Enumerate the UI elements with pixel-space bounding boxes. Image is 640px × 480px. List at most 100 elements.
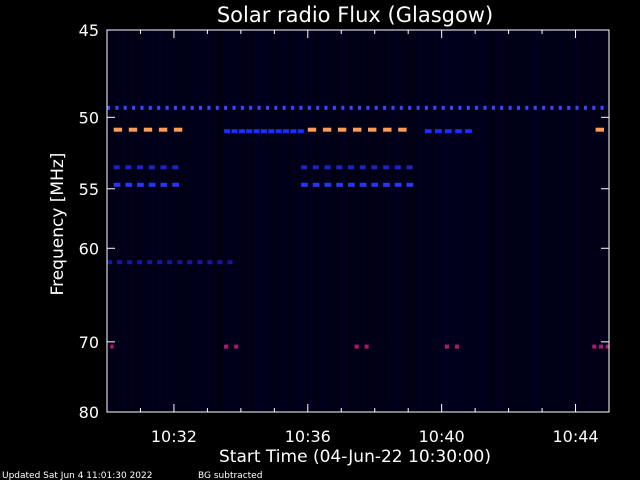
emission-segment <box>517 105 520 110</box>
x-tick-label: 10:40 <box>419 427 465 446</box>
noise-column <box>282 31 283 411</box>
noise-column <box>410 31 411 411</box>
noise-column <box>522 31 523 411</box>
y-axis: 45 50 55 60 70 80 <box>79 21 609 422</box>
noise-column <box>364 31 365 411</box>
emission-segment <box>435 129 442 134</box>
noise-column <box>272 31 273 411</box>
noise-column <box>556 31 557 411</box>
noise-column <box>214 31 215 411</box>
noise-column <box>402 31 403 411</box>
emission-segment <box>558 105 562 110</box>
emission-segment <box>157 260 163 265</box>
noise-column <box>482 31 483 411</box>
noise-column <box>516 31 517 411</box>
noise-column <box>248 31 249 411</box>
noise-column <box>382 31 383 411</box>
noise-column <box>162 31 163 411</box>
emission-segment <box>137 182 144 187</box>
noise-column <box>148 31 149 411</box>
noise-column <box>466 31 467 411</box>
noise-column <box>412 31 413 411</box>
noise-column <box>264 31 265 411</box>
noise-column <box>600 31 601 411</box>
noise-column <box>258 31 259 411</box>
emission-segment <box>595 127 604 132</box>
noise-column <box>444 31 445 411</box>
x-axis: 10:32 10:36 10:40 10:44 <box>106 30 610 446</box>
noise-column <box>206 31 207 411</box>
noise-column <box>366 31 367 411</box>
noise-column <box>574 31 575 411</box>
noise-column <box>396 31 397 411</box>
emission-segment <box>465 129 472 134</box>
noise-column <box>374 31 375 411</box>
noise-column <box>144 31 145 411</box>
emission-segment <box>445 344 449 349</box>
noise-column <box>108 31 109 411</box>
emission-segment <box>533 105 537 110</box>
emission-segment <box>508 105 512 110</box>
y-tick-label: 70 <box>79 333 99 352</box>
noise-column <box>536 31 537 411</box>
noise-column <box>560 31 561 411</box>
emission-segment <box>160 165 167 170</box>
emission-segment <box>301 182 308 187</box>
noise-column <box>534 31 535 411</box>
emission-segment <box>491 105 495 110</box>
noise-column <box>400 31 401 411</box>
noise-column <box>354 31 355 411</box>
y-axis-label: Frequency [MHz] <box>48 153 68 296</box>
y-tick-label: 50 <box>79 108 99 127</box>
emission-segment <box>445 129 452 134</box>
emission-segment <box>354 344 359 349</box>
emission-segment <box>599 344 603 349</box>
noise-column <box>314 31 315 411</box>
emission-segment <box>358 105 361 110</box>
emission-segment <box>172 165 179 170</box>
noise-column <box>244 31 245 411</box>
noise-column <box>434 31 435 411</box>
noise-column <box>146 31 147 411</box>
emission-segment <box>592 344 597 349</box>
emission-segment <box>266 105 269 110</box>
emission-segment <box>525 105 529 110</box>
emission-segment <box>140 105 144 110</box>
noise-column <box>552 31 553 411</box>
noise-column <box>270 31 271 411</box>
emission-segment <box>316 105 320 110</box>
noise-column <box>338 31 339 411</box>
emission-segment <box>232 105 236 110</box>
noise-column <box>584 31 585 411</box>
emission-segment <box>359 165 366 170</box>
noise-column <box>312 31 313 411</box>
noise-column <box>342 31 343 411</box>
noise-column <box>530 31 531 411</box>
emission-segment <box>341 105 345 110</box>
noise-column <box>558 31 559 411</box>
emission-segment <box>550 105 554 110</box>
noise-column <box>332 31 333 411</box>
emission-segment <box>391 105 395 110</box>
emission-segment <box>107 260 112 265</box>
noise-column <box>496 31 497 411</box>
noise-column <box>260 31 261 411</box>
emission-segment <box>224 129 231 134</box>
noise-column <box>290 31 291 411</box>
noise-column <box>156 31 157 411</box>
emission-segment <box>337 127 347 132</box>
noise-column <box>188 31 189 411</box>
noise-column <box>280 31 281 411</box>
noise-column <box>512 31 513 411</box>
y-tick-label: 45 <box>79 21 99 40</box>
emission-segment <box>132 105 136 110</box>
noise-column <box>418 31 419 411</box>
emission-segment <box>274 105 278 110</box>
emission-segment <box>399 105 403 110</box>
noise-column <box>276 31 277 411</box>
noise-column <box>204 31 205 411</box>
emission-segment <box>148 165 155 170</box>
emission-segment <box>406 182 414 187</box>
noise-column <box>420 31 421 411</box>
noise-column <box>222 31 223 411</box>
